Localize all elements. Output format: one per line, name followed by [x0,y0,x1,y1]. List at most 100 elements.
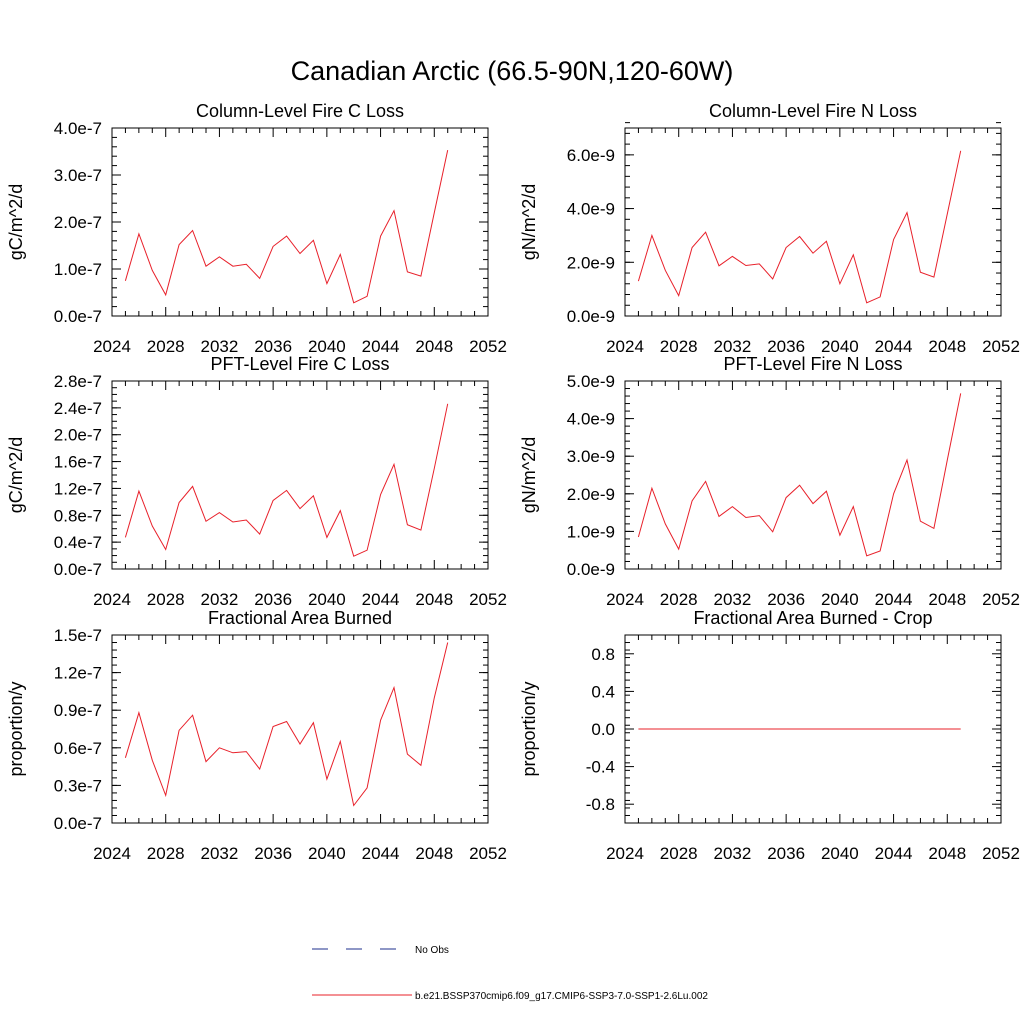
x-tick-label: 2032 [201,590,239,609]
y-tick-label: 0.3e-7 [54,776,102,795]
x-tick-label: 2044 [875,590,913,609]
chart-panel-4: PFT-Level Fire N Loss gN/m^2/d 2024 2028 203… [519,354,1020,609]
plot-frame [111,127,489,317]
y-axis-label: gC/m^2/d [6,184,26,260]
x-tick-label: 2044 [362,337,400,356]
x-tick-label: 2024 [93,337,131,356]
y-tick-label: 4.0e-9 [567,200,615,219]
x-tick-label: 2052 [469,590,507,609]
y-tick-label: 0.0 [591,720,615,739]
y-tick-label: 0.9e-7 [54,701,102,720]
legend: No Obs b.e21.BSSP370cmip6.f09_g17.CMIP6-… [312,945,708,1002]
series-line [124,642,449,807]
panels: Column-Level Fire C Loss gC/m^2/d 2024 2028… [6,101,1020,863]
x-tick-label: 2040 [308,844,346,863]
series-line [637,150,962,304]
x-tick-label: 2040 [821,844,859,863]
x-tick-label: 2052 [982,844,1020,863]
series-line [124,149,449,304]
legend-entry-model: b.e21.BSSP370cmip6.f09_g17.CMIP6-SSP3-7.… [312,991,708,1002]
chart-title: Fractional Area Burned [208,608,392,628]
chart-title: Fractional Area Burned - Crop [693,608,932,628]
chart-panel-3: PFT-Level Fire C Loss gC/m^2/d 2024 2028 203… [6,354,507,609]
x-tick-label: 2036 [767,590,805,609]
x-tick-label: 2028 [147,844,185,863]
y-axis-label: gN/m^2/d [519,184,539,260]
x-tick-label: 2036 [254,590,292,609]
x-tick-label: 2032 [714,590,752,609]
y-tick-label: -0.4 [586,758,615,777]
y-tick-label: 0.0e-7 [54,560,102,579]
plot-frame [111,634,489,824]
y-tick-label: 1.0e-7 [54,260,102,279]
x-tick-label: 2040 [821,337,859,356]
legend-label-model: b.e21.BSSP370cmip6.f09_g17.CMIP6-SSP3-7.… [415,991,708,1002]
x-tick-label: 2040 [821,590,859,609]
y-axis-label: proportion/y [6,681,26,776]
y-tick-label: 0.8e-7 [54,506,102,525]
chart-title: PFT-Level Fire C Loss [210,354,389,374]
x-tick-label: 2024 [606,590,644,609]
y-tick-label: -0.8 [586,795,615,814]
chart-panel-1: Column-Level Fire C Loss gC/m^2/d 2024 2028… [6,101,507,356]
x-tick-label: 2048 [415,590,453,609]
x-tick-label: 2028 [147,590,185,609]
y-tick-label: 3.0e-7 [54,166,102,185]
y-tick-label: 4.0e-7 [54,119,102,138]
x-tick-label: 2028 [660,844,698,863]
x-tick-label: 2048 [415,844,453,863]
x-tick-label: 2028 [147,337,185,356]
y-tick-label: 0.0e-7 [54,307,102,326]
x-tick-label: 2052 [469,844,507,863]
y-tick-label: 2.0e-9 [567,253,615,272]
x-tick-label: 2040 [308,590,346,609]
y-tick-label: 1.0e-9 [567,522,615,541]
y-tick-label: 1.2e-7 [54,664,102,683]
y-tick-label: 0.0e-7 [54,814,102,833]
y-tick-label: 2.0e-7 [54,213,102,232]
chart-panel-6: Fractional Area Burned - Crop proportion/… [519,608,1020,863]
y-tick-label: 0.8 [591,645,615,664]
y-tick-label: 4.0e-9 [567,410,615,429]
y-tick-label: 0.0e-9 [567,560,615,579]
y-axis-label: gC/m^2/d [6,437,26,513]
y-tick-label: 0.4 [591,682,615,701]
x-tick-label: 2048 [928,337,966,356]
y-tick-label: 2.0e-7 [54,426,102,445]
legend-label-no-obs: No Obs [415,945,449,956]
x-tick-label: 2044 [875,337,913,356]
x-tick-label: 2052 [469,337,507,356]
y-axis-label: gN/m^2/d [519,437,539,513]
y-tick-label: 2.8e-7 [54,372,102,391]
x-tick-label: 2048 [928,844,966,863]
x-tick-label: 2052 [982,590,1020,609]
x-tick-label: 2036 [254,844,292,863]
x-tick-label: 2028 [660,337,698,356]
x-tick-label: 2036 [767,337,805,356]
y-axis-label: proportion/y [519,681,539,776]
x-tick-label: 2044 [875,844,913,863]
chart-title: PFT-Level Fire N Loss [723,354,902,374]
figure-title: Canadian Arctic (66.5-90N,120-60W) [291,56,734,86]
x-tick-label: 2036 [767,844,805,863]
chart-title: Column-Level Fire C Loss [196,101,404,121]
y-tick-label: 3.0e-9 [567,447,615,466]
x-tick-label: 2024 [606,337,644,356]
chart-panel-5: Fractional Area Burned proportion/y 2024 20… [6,608,507,863]
y-tick-label: 1.6e-7 [54,453,102,472]
y-tick-label: 1.2e-7 [54,479,102,498]
series-line [637,393,962,557]
y-tick-label: 0.0e-9 [567,307,615,326]
y-tick-label: 5.0e-9 [567,372,615,391]
x-tick-label: 2032 [714,844,752,863]
plot-frame [624,127,1002,317]
y-tick-label: 1.5e-7 [54,626,102,645]
y-tick-label: 6.0e-9 [567,146,615,165]
y-tick-label: 2.4e-7 [54,399,102,418]
x-tick-label: 2044 [362,844,400,863]
chart-panel-2: Column-Level Fire N Loss gN/m^2/d 2024 2028… [519,101,1020,356]
x-tick-label: 2032 [201,844,239,863]
x-tick-label: 2036 [254,337,292,356]
x-tick-label: 2044 [362,590,400,609]
